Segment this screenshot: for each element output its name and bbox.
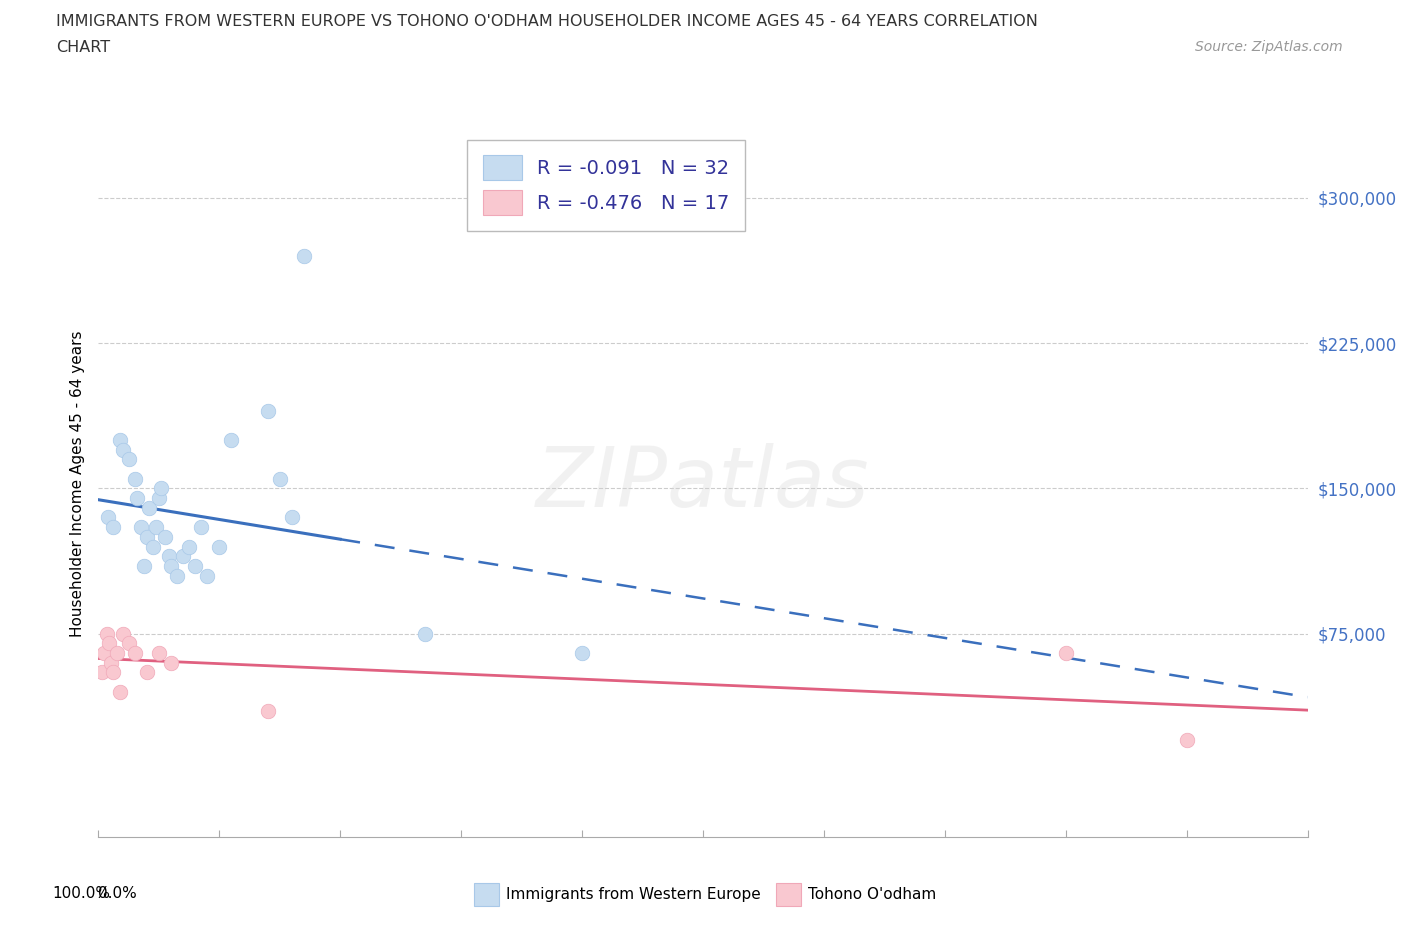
Point (1175, 733, 1198, 748)
Point (118, 636, 141, 651)
Point (269, 472, 291, 486)
Text: Immigrants from Western Europe: Immigrants from Western Europe (506, 887, 761, 902)
Point (413, 626, 436, 641)
Y-axis label: Householder Income Ages 45 - 64 years: Householder Income Ages 45 - 64 years (69, 330, 84, 637)
Point (281, 510, 304, 525)
Point (124, 645, 146, 660)
Point (108, 684, 131, 699)
Point (148, 491, 170, 506)
Point (166, 568, 188, 583)
Point (127, 491, 149, 506)
Point (97, 510, 120, 525)
Point (138, 500, 160, 515)
Point (135, 529, 157, 544)
Point (172, 549, 194, 564)
Point (150, 481, 173, 496)
Text: ZIPatlas: ZIPatlas (536, 443, 870, 525)
Point (129, 520, 152, 535)
Point (157, 549, 180, 564)
Point (571, 645, 593, 660)
Point (1054, 645, 1077, 660)
Point (148, 645, 170, 660)
Text: 100.0%: 100.0% (52, 886, 111, 901)
Point (221, 432, 243, 447)
Point (101, 520, 124, 535)
Legend: R = -0.091   N = 32, R = -0.476   N = 17: R = -0.091 N = 32, R = -0.476 N = 17 (467, 140, 745, 231)
Point (108, 432, 131, 447)
Point (96, 626, 118, 641)
Text: CHART: CHART (56, 40, 110, 55)
Point (160, 558, 183, 573)
Point (179, 539, 201, 554)
Point (93, 645, 115, 660)
Point (118, 452, 141, 467)
Point (100, 656, 122, 671)
Point (142, 539, 165, 554)
Point (292, 248, 315, 263)
Point (105, 645, 128, 660)
Point (145, 520, 167, 535)
Point (184, 558, 207, 573)
Point (111, 443, 134, 458)
Point (256, 704, 278, 719)
Point (101, 665, 124, 680)
Point (98, 636, 121, 651)
Text: Tohono O'odham: Tohono O'odham (808, 887, 936, 902)
Point (91, 665, 114, 680)
Point (111, 626, 134, 641)
Point (160, 656, 183, 671)
Text: 0.0%: 0.0% (98, 886, 138, 901)
Point (190, 520, 212, 535)
Point (195, 568, 218, 583)
Point (124, 472, 146, 486)
Point (134, 558, 156, 573)
Text: Source: ZipAtlas.com: Source: ZipAtlas.com (1195, 40, 1343, 54)
Point (256, 404, 278, 418)
Point (153, 529, 176, 544)
Text: IMMIGRANTS FROM WESTERN EUROPE VS TOHONO O'ODHAM HOUSEHOLDER INCOME AGES 45 - 64: IMMIGRANTS FROM WESTERN EUROPE VS TOHONO… (56, 14, 1038, 29)
Point (208, 539, 231, 554)
Point (135, 665, 157, 680)
